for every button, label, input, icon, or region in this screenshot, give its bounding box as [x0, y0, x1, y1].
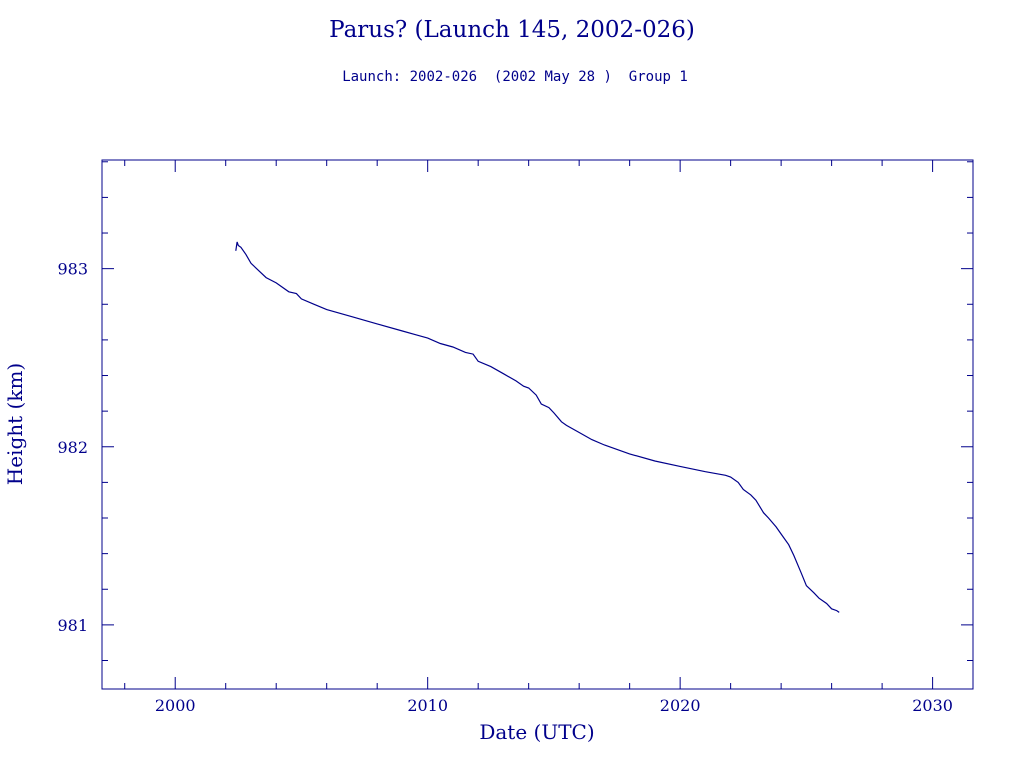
tick-labels: 2000 2010 2020 2030 981 982 983	[57, 260, 953, 715]
axis-ticks	[102, 160, 973, 689]
x-tick-label: 2000	[155, 696, 196, 715]
y-axis-label: Height (km)	[3, 363, 27, 485]
plot-frame	[101, 159, 974, 690]
chart-title: Parus? (Launch 145, 2002-026)	[329, 17, 695, 43]
series-line	[235, 241, 840, 613]
x-tick-label: 2030	[912, 696, 953, 715]
y-tick-label: 982	[57, 438, 88, 457]
y-tick-label: 981	[57, 616, 88, 635]
x-tick-label: 2020	[660, 696, 701, 715]
chart-subtitle: Launch: 2002-026 (2002 May 28 ) Group 1	[342, 69, 688, 85]
x-tick-label: 2010	[407, 696, 448, 715]
y-tick-label: 983	[57, 260, 88, 279]
x-axis-label: Date (UTC)	[479, 720, 594, 744]
